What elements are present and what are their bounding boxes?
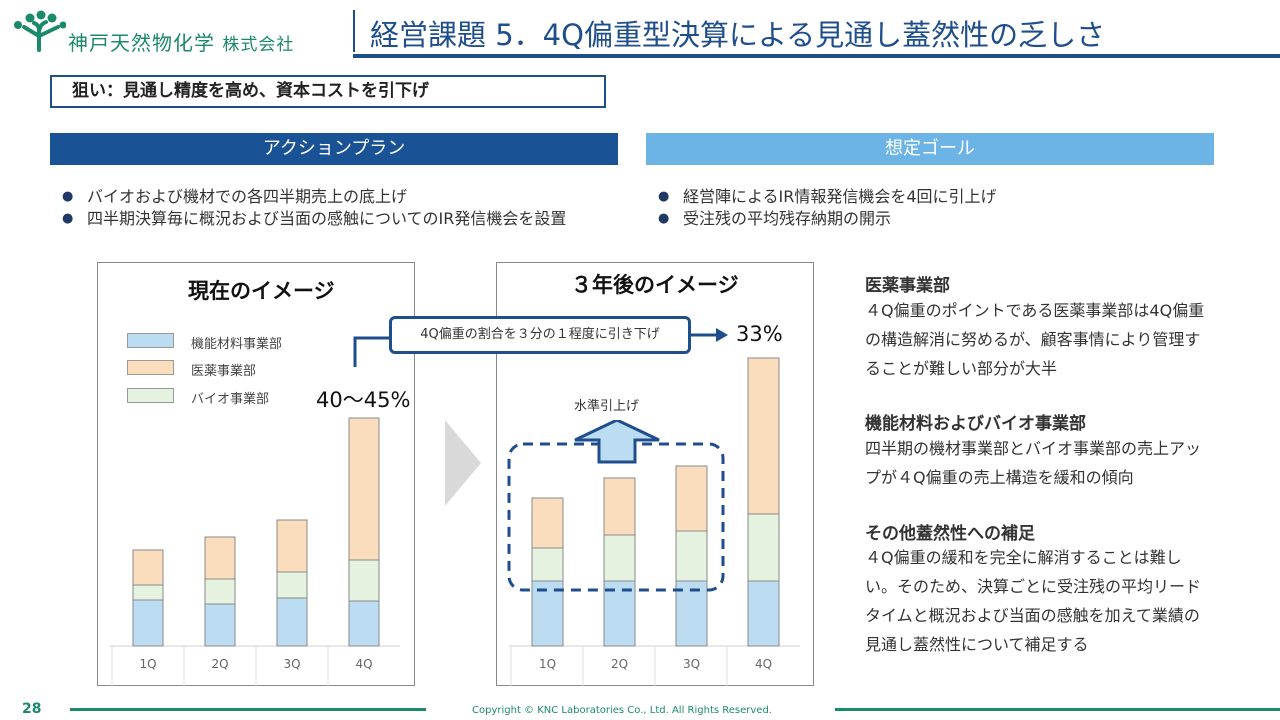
company-name-suffix: 株式会社 [222,35,295,55]
bar-segment [531,580,564,647]
objective-box: 狙い：見通し精度を高め、資本コストを引下げ [50,75,606,108]
bar-segment [276,597,308,647]
current-image-title: 現在のイメージ [188,279,335,303]
level-up-label: 水準引上げ [574,399,640,414]
level-up-indicator [507,420,725,592]
goal-heading: 想定ゴール [646,133,1214,165]
legend-label-functional: 機能材料事業部 [191,337,283,352]
bar-segment [603,477,636,536]
list-item: 四半期決算毎に概況および当面の感触についてのIR発信機会を設置 [60,208,566,230]
bar-segment [603,580,636,647]
tick-label: 3Q [283,657,300,671]
bar-segment [747,580,780,647]
bar-segment [276,519,308,573]
bar-segment [132,584,164,601]
list-item: 経営陣によるIR情報発信機会を4回に引上げ [656,186,997,208]
tick-label: 4Q [755,657,772,671]
bar-segment [132,549,164,586]
list-item: 受注残の平均残存納期の開示 [656,208,997,230]
future-4q-share: 33% [736,322,783,346]
goal-list: 経営陣によるIR情報発信機会を4回に引上げ 受注残の平均残存納期の開示 [656,186,997,230]
bar-segment [204,536,236,580]
tick-label: 4Q [355,657,372,671]
section-other-body: ４Q偏重の緩和を完全に解消することは難しい。そのため、決算ごとに受注残の平均リー… [865,548,1202,654]
bar-segment [747,513,780,582]
section-functional-bio-heading: 機能材料およびバイオ事業部 [865,414,1086,434]
bar-segment [603,534,636,582]
up-arrow-icon [574,420,660,464]
tick-label: 2Q [611,657,628,671]
section-other-heading: その他蓋然性への補足 [865,524,1035,544]
right-arrow-icon [690,328,728,342]
bar-segment [348,559,380,602]
tick-label: 3Q [683,657,700,671]
bar-segment [747,357,780,515]
list-item: バイオおよび機材での各四半期売上の底上げ [60,186,566,208]
transition-arrow-icon [445,420,481,506]
tick-label: 2Q [211,657,228,671]
bar-segment [675,465,708,532]
section-pharma-heading: 医薬事業部 [865,276,950,296]
pointer-line [353,336,390,367]
legend-swatch-pharma [127,360,174,375]
legend-label-pharma: 医薬事業部 [191,364,257,379]
bar-segment [276,571,308,599]
tick-label: 1Q [139,657,156,671]
footer-rule-right [835,708,1280,711]
bar-segment [348,417,380,561]
section-pharma-body: ４Q偏重のポイントである医薬事業部は4Q偏重の構造解消に努めるが、顧客事情により… [865,301,1205,378]
future-image-title: ３年後のイメージ [571,273,739,297]
legend-swatch-functional [127,333,174,348]
bar-segment [132,599,164,647]
tick-label: 1Q [539,657,556,671]
page-title: 経営課題 5．4Q偏重型決算による見通し蓋然性の乏しさ [370,18,1106,52]
bar-segment [531,547,564,582]
reduction-callout: 4Q偏重の割合を３分の１程度に引き下げ [389,316,691,354]
footer-rule-left [70,708,426,711]
action-plan-list: バイオおよび機材での各四半期売上の底上げ 四半期決算毎に概況および当面の感触につ… [60,186,566,230]
copyright: Copyright © KNC Laboratories Co., Ltd. A… [472,705,772,716]
bar-segment [348,600,380,647]
header-divider [353,10,355,52]
bar-segment [531,497,564,549]
bar-segment [204,603,236,647]
current-4q-share: 40〜45% [316,388,411,412]
company-logo: 神戸天然物化学 株式会社 [10,10,340,56]
title-rule [353,54,1280,58]
section-functional-bio-body: 四半期の機材事業部とバイオ事業部の売上アップが４Q偏重の売上構造を緩和の傾向 [865,439,1202,487]
company-name: 神戸天然物化学 [68,31,215,55]
bar-segment [675,580,708,647]
legend-swatch-bio [127,388,174,403]
action-plan-heading: アクションプラン [50,133,618,165]
tree-logo-icon [14,10,66,52]
page-number: 28 [22,701,42,717]
bar-segment [204,578,236,605]
legend-label-bio: バイオ事業部 [191,392,270,407]
